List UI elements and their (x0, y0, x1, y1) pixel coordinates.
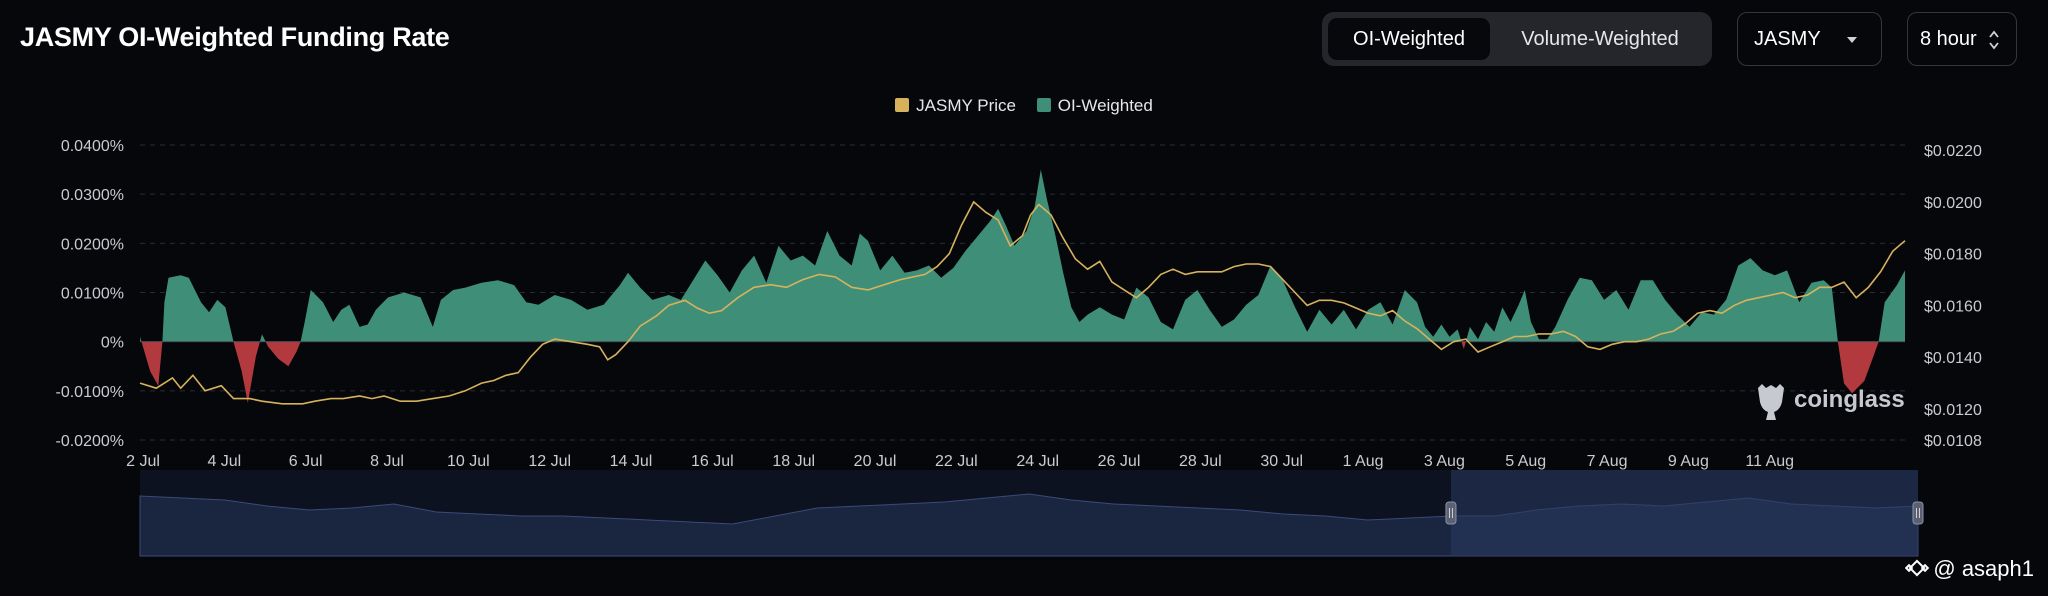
coin-select[interactable]: JASMY (1737, 12, 1882, 66)
x-tick: 28 Jul (1179, 453, 1222, 470)
coinglass-logo-icon (1758, 384, 1784, 420)
y-left-tick: 0.0300% (61, 187, 124, 204)
y-right-tick: $0.0160 (1924, 298, 1982, 315)
x-tick: 1 Aug (1343, 453, 1384, 470)
navigator-handle-right[interactable] (1912, 501, 1924, 525)
interval-select-value: 8 hour (1920, 28, 1977, 50)
x-tick: 26 Jul (1098, 453, 1141, 470)
x-tick: 20 Jul (854, 453, 897, 470)
watermark-text: @ asaph1 (1933, 556, 2034, 581)
legend-item-price[interactable]: JASMY Price (895, 96, 1016, 116)
x-tick: 12 Jul (528, 453, 571, 470)
navigator[interactable] (139, 470, 1924, 557)
x-tick: 22 Jul (935, 453, 978, 470)
price-line-group (139, 200, 1906, 405)
y-left-tick: -0.0200% (56, 433, 125, 450)
chevron-down-icon (1847, 37, 1857, 43)
interval-select[interactable]: 8 hour (1907, 12, 2017, 66)
legend-label-price: JASMY Price (916, 96, 1016, 115)
oi-weighted-area (140, 169, 1905, 404)
x-tick: 3 Aug (1424, 453, 1465, 470)
y-left-tick: -0.0100% (56, 384, 125, 401)
x-tick: 11 Aug (1745, 453, 1794, 470)
y-axis-right: $0.0220 $0.0200 $0.0180 $0.0160 $0.0140 $0.01… (1924, 143, 1982, 450)
y-axis-left: 0.0400% 0.0300% 0.0200% 0.0100% 0% -0.0100% -0… (56, 138, 125, 450)
chart-legend: JASMY Price OI-Weighted (0, 96, 2048, 116)
legend-swatch-price (895, 98, 910, 112)
weighting-toggle: OI-Weighted Volume-Weighted (1322, 12, 1712, 66)
watermark: @ asaph1 (1905, 556, 2034, 582)
x-tick: 7 Aug (1587, 453, 1628, 470)
x-tick: 14 Jul (610, 453, 653, 470)
x-tick: 6 Jul (289, 453, 323, 470)
y-right-tick: $0.0120 (1924, 402, 1982, 419)
tab-volume-weighted[interactable]: Volume-Weighted (1521, 28, 1679, 50)
y-right-tick: $0.0220 (1924, 143, 1982, 160)
x-tick: 2 Jul (126, 453, 160, 470)
y-right-tick: $0.0200 (1924, 195, 1982, 212)
y-left-tick: 0.0200% (61, 236, 124, 253)
diamond-icon (1905, 559, 1930, 577)
y-left-tick: 0.0100% (61, 286, 124, 303)
navigator-selection[interactable] (1450, 470, 1918, 556)
tab-oi-weighted[interactable]: OI-Weighted (1328, 18, 1490, 60)
page-title: JASMY OI-Weighted Funding Rate (20, 22, 450, 52)
y-right-tick: $0.0180 (1924, 247, 1982, 264)
x-tick: 5 Aug (1505, 453, 1546, 470)
x-tick: 16 Jul (691, 453, 734, 470)
x-tick: 24 Jul (1016, 453, 1059, 470)
legend-label-oi: OI-Weighted (1057, 96, 1153, 115)
x-tick: 9 Aug (1668, 453, 1709, 470)
x-tick: 4 Jul (207, 453, 241, 470)
sort-updown-icon (1989, 30, 1999, 50)
legend-item-oi[interactable]: OI-Weighted (1036, 96, 1153, 116)
y-left-tick: 0% (101, 335, 124, 352)
y-right-tick: $0.0108 (1924, 433, 1982, 450)
navigator-handle-left[interactable] (1445, 501, 1457, 525)
legend-swatch-oi (1036, 98, 1051, 112)
coinglass-logo: coinglass (1752, 382, 1912, 422)
x-tick: 18 Jul (772, 453, 815, 470)
coin-select-value: JASMY (1754, 28, 1821, 50)
y-left-tick: 0.0400% (61, 138, 124, 155)
y-right-tick: $0.0140 (1924, 350, 1982, 367)
price-line (139, 200, 1906, 405)
x-tick: 8 Jul (370, 453, 404, 470)
x-tick: 10 Jul (447, 453, 490, 470)
coinglass-logo-text: coinglass (1794, 386, 1905, 413)
x-axis: 2 Jul 4 Jul 6 Jul 8 Jul 10 Jul 12 Jul 14 Jul 16… (126, 453, 1794, 470)
positive-funding-area (140, 169, 1905, 342)
x-tick: 30 Jul (1260, 453, 1303, 470)
